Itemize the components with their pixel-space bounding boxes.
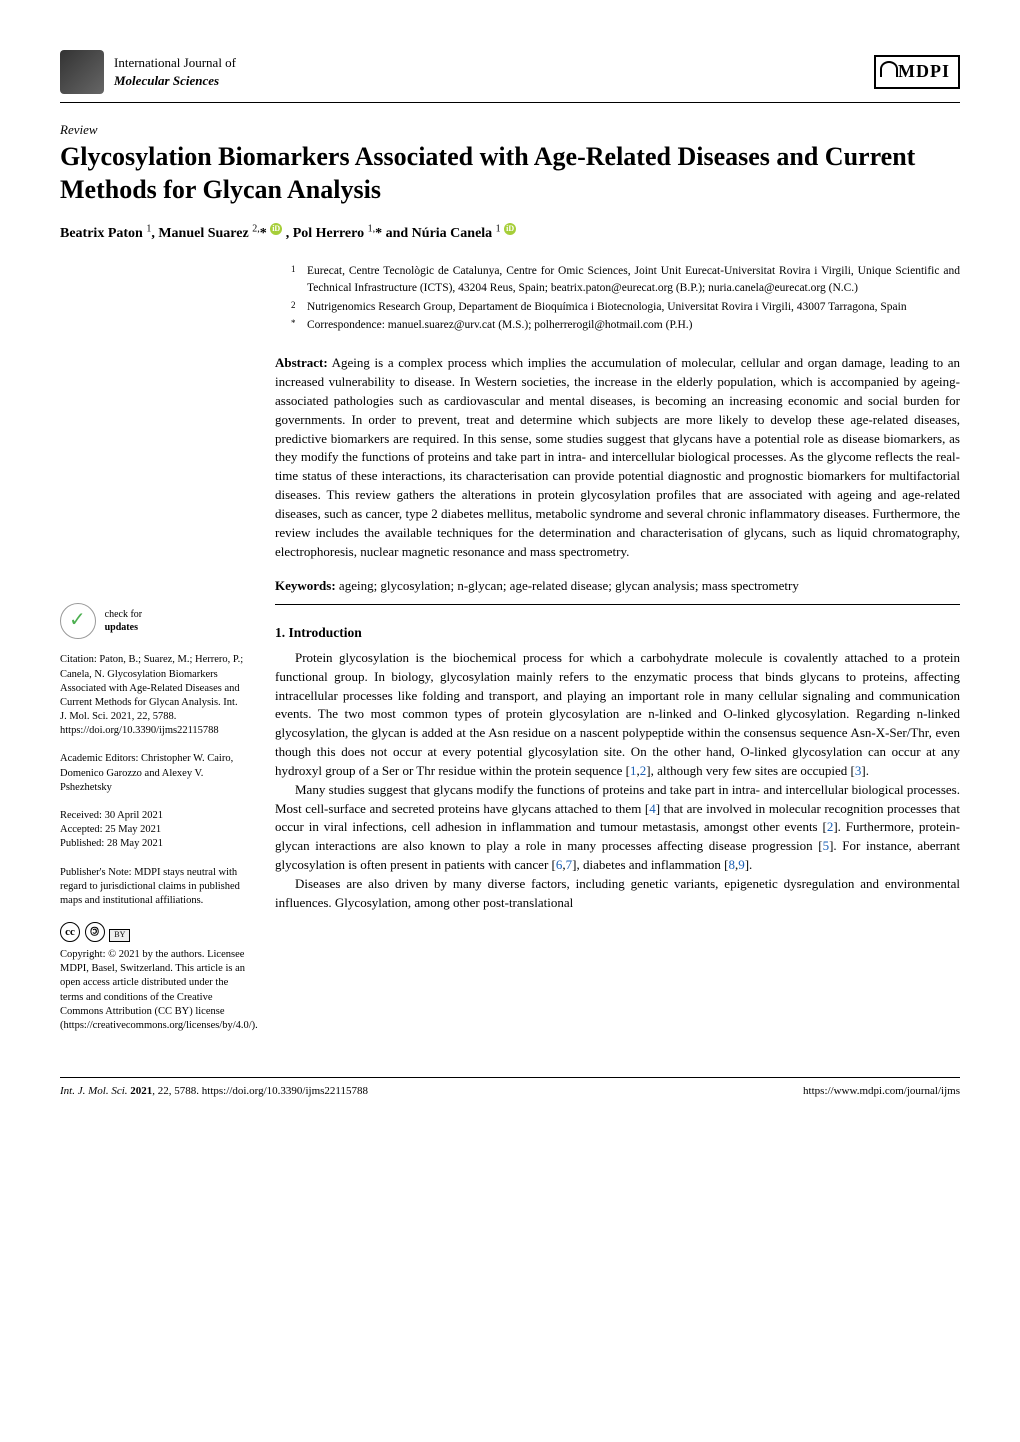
- check-line-2: updates: [105, 622, 138, 633]
- by-icon: 🄯: [85, 922, 105, 942]
- header-row: International Journal of Molecular Scien…: [60, 50, 960, 103]
- dates-block: Received: 30 April 2021 Accepted: 25 May…: [60, 809, 245, 852]
- affil-text: Correspondence: manuel.suarez@urv.cat (M…: [307, 317, 960, 334]
- by-label: BY: [109, 929, 130, 942]
- published-date: Published: 28 May 2021: [60, 837, 245, 851]
- orcid-icon: iD: [270, 223, 282, 235]
- footer-year: 2021: [130, 1085, 152, 1097]
- received-date: Received: 30 April 2021: [60, 809, 245, 823]
- keywords-label: Keywords:: [275, 578, 336, 593]
- copyright-text: Copyright: © 2021 by the authors. Licens…: [60, 948, 245, 1033]
- orcid-icon: iD: [504, 223, 516, 235]
- footer: Int. J. Mol. Sci. 2021, 22, 5788. https:…: [60, 1077, 960, 1099]
- publisher-note-text: Publisher's Note: MDPI stays neutral wit…: [60, 866, 245, 909]
- abstract-text: Ageing is a complex process which implie…: [275, 355, 960, 558]
- citation-text: Citation: Paton, B.; Suarez, M.; Herrero…: [60, 653, 245, 738]
- affil-num: 1: [291, 263, 307, 296]
- p1-a: Protein glycosylation is the biochemical…: [275, 650, 960, 778]
- sidebar-spacer: [60, 263, 245, 603]
- body-paragraph-2: Many studies suggest that glycans modify…: [275, 781, 960, 875]
- main-grid: check for updates Citation: Paton, B.; S…: [60, 263, 960, 1047]
- check-updates-text: check for updates: [105, 608, 142, 635]
- affiliation-item: 1 Eurecat, Centre Tecnològic de Cataluny…: [291, 263, 960, 296]
- p1-c: ], although very few sites are occupied …: [646, 763, 855, 778]
- affiliation-item: * Correspondence: manuel.suarez@urv.cat …: [291, 317, 960, 334]
- journal-subtitle: International Journal of: [114, 54, 236, 72]
- author-1: Beatrix Paton 1, Manuel Suarez 2,*: [60, 226, 267, 241]
- affiliation-item: 2 Nutrigenomics Research Group, Departam…: [291, 299, 960, 316]
- section-heading: 1. Introduction: [275, 623, 960, 643]
- check-line-1: check for: [105, 609, 142, 620]
- check-updates-icon: [60, 603, 96, 639]
- affiliations: 1 Eurecat, Centre Tecnològic de Cataluny…: [275, 263, 960, 334]
- p1-d: ].: [861, 763, 869, 778]
- license-block: cc 🄯 BY Copyright: © 2021 by the authors…: [60, 922, 245, 1033]
- journal-title: Molecular Sciences: [114, 72, 236, 90]
- footer-journal: Int. J. Mol. Sci.: [60, 1085, 130, 1097]
- affil-num: *: [291, 317, 307, 334]
- editors-block: Academic Editors: Christopher W. Cairo, …: [60, 752, 245, 795]
- author-3: , Pol Herrero 1,* and Núria Canela 1: [286, 226, 501, 241]
- editors-text: Academic Editors: Christopher W. Cairo, …: [60, 752, 245, 795]
- section-rule: [275, 604, 960, 605]
- footer-rest: , 22, 5788. https://doi.org/10.3390/ijms…: [152, 1085, 368, 1097]
- cc-icon: cc: [60, 922, 80, 942]
- authors-line: Beatrix Paton 1, Manuel Suarez 2,* iD , …: [60, 222, 960, 243]
- article-title: Glycosylation Biomarkers Associated with…: [60, 141, 960, 206]
- sidebar: check for updates Citation: Paton, B.; S…: [60, 263, 245, 1047]
- footer-right: https://www.mdpi.com/journal/ijms: [803, 1084, 960, 1099]
- abstract-label: Abstract:: [275, 355, 328, 370]
- journal-text: International Journal of Molecular Scien…: [114, 54, 236, 90]
- footer-left: Int. J. Mol. Sci. 2021, 22, 5788. https:…: [60, 1084, 368, 1099]
- accepted-date: Accepted: 25 May 2021: [60, 823, 245, 837]
- body-paragraph-1: Protein glycosylation is the biochemical…: [275, 649, 960, 781]
- keywords-text: ageing; glycosylation; n-glycan; age-rel…: [336, 578, 799, 593]
- mdpi-logo: MDPI: [874, 55, 960, 88]
- main-content: 1 Eurecat, Centre Tecnològic de Cataluny…: [275, 263, 960, 1047]
- journal-logo-icon: [60, 50, 104, 94]
- body-paragraph-3: Diseases are also driven by many diverse…: [275, 875, 960, 913]
- citation-block: Citation: Paton, B.; Suarez, M.; Herrero…: [60, 653, 245, 738]
- abstract: Abstract: Ageing is a complex process wh…: [275, 354, 960, 561]
- affil-text: Eurecat, Centre Tecnològic de Catalunya,…: [307, 263, 960, 296]
- affil-num: 2: [291, 299, 307, 316]
- check-updates[interactable]: check for updates: [60, 603, 245, 639]
- article-type: Review: [60, 121, 960, 139]
- p2-h: ].: [745, 857, 753, 872]
- journal-block: International Journal of Molecular Scien…: [60, 50, 236, 94]
- cc-badge: cc 🄯 BY: [60, 922, 130, 942]
- publisher-note-block: Publisher's Note: MDPI stays neutral wit…: [60, 866, 245, 909]
- affil-text: Nutrigenomics Research Group, Departamen…: [307, 299, 960, 316]
- keywords: Keywords: ageing; glycosylation; n-glyca…: [275, 577, 960, 596]
- p2-f: ], diabetes and inflammation [: [572, 857, 728, 872]
